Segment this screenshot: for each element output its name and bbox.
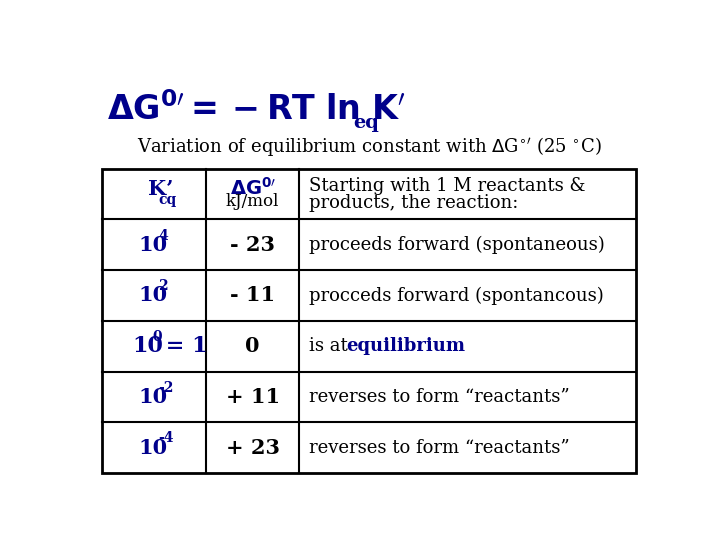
Text: reverses to form “reactants”: reverses to form “reactants” <box>309 388 570 406</box>
Text: procceds forward (spontancous): procceds forward (spontancous) <box>309 286 603 305</box>
Text: cq: cq <box>158 193 176 207</box>
Text: Variation of equilibrium constant with $\Delta$G$^{\circ\prime}$ (25 $^{\circ}$C: Variation of equilibrium constant with $… <box>137 135 601 158</box>
Text: - 23: - 23 <box>230 235 275 255</box>
Text: eq: eq <box>354 114 379 132</box>
Text: is at: is at <box>309 337 354 355</box>
Text: 10: 10 <box>138 235 167 255</box>
Text: $\mathbf{\Delta G^{0\prime} = - RT\ ln\ K^{\prime}}$: $\mathbf{\Delta G^{0\prime} = - RT\ ln\ … <box>107 92 406 127</box>
Text: + 23: + 23 <box>225 437 279 457</box>
Text: $\mathbf{\Delta G^{0\prime}}$: $\mathbf{\Delta G^{0\prime}}$ <box>230 177 276 199</box>
Text: - 11: - 11 <box>230 286 275 306</box>
Text: kJ/mol: kJ/mol <box>226 193 279 210</box>
Text: -4: -4 <box>158 431 174 446</box>
Text: 0: 0 <box>152 330 162 344</box>
Text: + 11: + 11 <box>225 387 280 407</box>
Text: 10: 10 <box>138 286 167 306</box>
Text: reverses to form “reactants”: reverses to form “reactants” <box>309 438 570 456</box>
Text: 10: 10 <box>138 387 167 407</box>
Text: Starting with 1 M reactants &: Starting with 1 M reactants & <box>309 178 585 195</box>
Text: proceeds forward (spontaneous): proceeds forward (spontaneous) <box>309 235 605 254</box>
Bar <box>102 168 636 473</box>
Text: 4: 4 <box>158 228 168 242</box>
Text: = 1: = 1 <box>158 335 208 357</box>
Text: products, the reaction:: products, the reaction: <box>309 194 518 212</box>
Text: 10: 10 <box>138 437 167 457</box>
Text: K’: K’ <box>148 179 173 199</box>
Text: 0: 0 <box>246 336 260 356</box>
Text: -2: -2 <box>158 381 174 395</box>
Text: 10: 10 <box>132 335 163 357</box>
Text: equilibrium: equilibrium <box>346 337 465 355</box>
Text: 2: 2 <box>158 279 168 293</box>
